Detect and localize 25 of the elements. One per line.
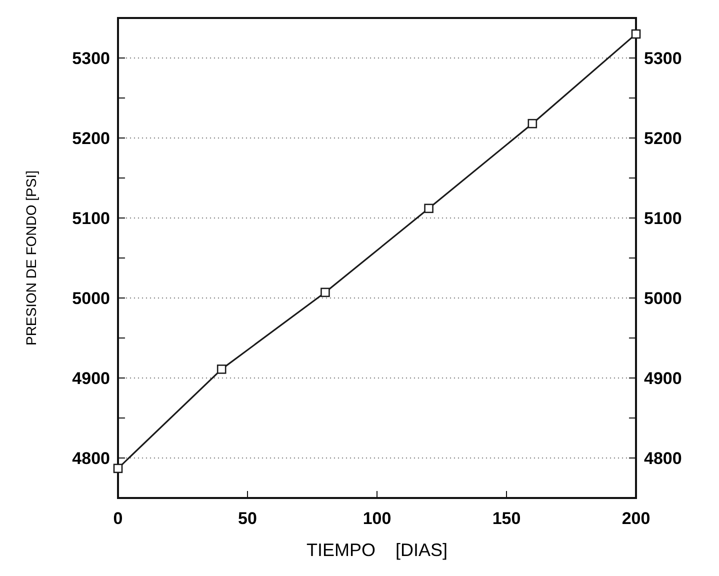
x-tick-label: 150 xyxy=(492,509,521,528)
x-tick-label: 100 xyxy=(362,509,392,528)
y2-tick-label: 5300 xyxy=(644,48,682,68)
point xyxy=(528,118,538,128)
point xyxy=(631,29,641,39)
y-tick-label: 5000 xyxy=(72,288,110,308)
y2-tick-label: 5100 xyxy=(644,208,682,228)
x-axis-title: TIEMPO [DIAS] xyxy=(306,540,448,560)
x-tick-label: 50 xyxy=(238,509,257,528)
y-tick-label: 5200 xyxy=(72,128,110,148)
point xyxy=(113,464,123,474)
y2-tick-label: 4800 xyxy=(644,448,682,468)
y-axis-title: PRESION DE FONDO [PSI] xyxy=(23,170,39,346)
y-tick-label: 5100 xyxy=(72,208,110,228)
x-tick-label: 0 xyxy=(113,509,123,528)
x-tick-label: 200 xyxy=(622,509,650,528)
y2-tick-label: 4900 xyxy=(644,368,682,388)
y2-tick-label: 5000 xyxy=(644,288,682,308)
point xyxy=(424,204,434,214)
point xyxy=(216,364,226,374)
point xyxy=(320,288,330,298)
y-tick-label: 4900 xyxy=(72,368,110,388)
y-tick-label: 4800 xyxy=(72,448,110,468)
y-tick-label: 5300 xyxy=(72,48,110,68)
y2-tick-label: 5200 xyxy=(644,128,682,148)
